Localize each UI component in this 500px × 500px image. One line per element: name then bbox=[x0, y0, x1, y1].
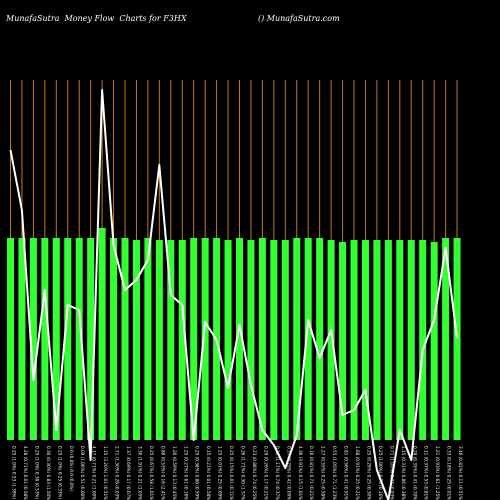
bar bbox=[224, 240, 232, 440]
bar bbox=[29, 238, 37, 440]
x-tick-label: 0.28 (0.35%) 0.41 (0.70%) bbox=[412, 446, 417, 500]
x-tick-label: 0.17 (0.25%) 0.42 (0.09%) bbox=[286, 446, 291, 500]
x-tick-label: 1.27 (0.55%) 0.25 (0.58%) bbox=[321, 446, 326, 500]
bar bbox=[396, 240, 404, 440]
x-tick-label: 1.15 (0.31%) 0.86 (0.38%) bbox=[401, 446, 406, 500]
bar bbox=[419, 240, 427, 440]
x-tick-label: 0.55 (1.05%) 0.71 (1.23%) bbox=[332, 446, 337, 500]
site-credit: () MunafaSutra.com bbox=[258, 14, 340, 23]
x-tick-label: 0.25 (1.00%) 0.74 (0.16%) bbox=[378, 446, 383, 500]
x-tick-label: 0.30 (0.30%) 0.83 (1.50%) bbox=[46, 446, 51, 500]
bar bbox=[201, 238, 209, 440]
x-tick-label: 1.68 (0.91%) 0.25 (0.21%) bbox=[355, 446, 360, 500]
bar bbox=[361, 240, 369, 440]
x-tick-label: 0.25 (1.0%) 0.53 (1.39%) bbox=[12, 446, 17, 499]
x-tick-label: 0.16 (0.81%) 0.71 (0.21%) bbox=[309, 446, 314, 500]
x-tick-label: 0.25 (0.29%) 0.25 (0.30%) bbox=[366, 446, 371, 500]
bar bbox=[155, 240, 163, 440]
x-tick-label: 0.23 (0.88%) 0.74 (0.25%) bbox=[252, 446, 257, 500]
x-tick-label: 0.11 (0.37%) 0.53 (0.81%) bbox=[424, 446, 429, 500]
bar bbox=[110, 238, 118, 440]
bar bbox=[144, 238, 152, 440]
x-tick-label: 0.71 (1.05%) 0.23 (0.03%) bbox=[389, 446, 394, 500]
x-tick-label: 1.25 (0.27%) 0.61 (0.16%) bbox=[183, 446, 188, 500]
money-flow-line bbox=[9, 89, 458, 500]
bar bbox=[316, 238, 324, 440]
x-tick-label: 1.37 (0.69%) 0.17 (0.07%) bbox=[126, 446, 131, 500]
bar bbox=[132, 240, 140, 440]
x-tick-label: 1.15 (3.20%) 1.01 (0.51%) bbox=[103, 446, 108, 500]
x-tick-label: 2.71 (1.30%) 0.28 (0.03%) bbox=[115, 446, 120, 500]
bar bbox=[442, 238, 450, 440]
bar bbox=[258, 238, 266, 440]
x-tick-label: 0.29 (0.26%) 0.17 (0.21%) bbox=[263, 446, 268, 500]
x-tick-label: 3.46 (0.81%) 0.11 (0.51%) bbox=[458, 446, 463, 500]
bar bbox=[270, 240, 278, 440]
x-tick-label: 1.21 (0.93%) 0.61 (1.25%) bbox=[435, 446, 440, 500]
bar bbox=[98, 227, 106, 440]
x-tick-label: 0.15 (0.21%) 0.01 (0.58%) bbox=[206, 446, 211, 500]
x-tick-label: 3.30 (1.91%) 0.21 (1.05%) bbox=[137, 446, 142, 500]
bar bbox=[407, 240, 415, 440]
bar bbox=[373, 240, 381, 440]
bar bbox=[41, 238, 49, 440]
bar bbox=[304, 238, 312, 440]
bar bbox=[339, 242, 347, 440]
bar bbox=[64, 238, 72, 440]
bar bbox=[453, 238, 461, 440]
x-tick-label: 0.81 (0.56%) 0.41 (0.91%) bbox=[344, 446, 349, 500]
x-tick-label: 1.25 (0.01%) 0.25 (0.09%) bbox=[218, 446, 223, 500]
x-tick-label: 0.26 (1.71%) 0.30 (1.37%) bbox=[241, 446, 246, 500]
x-tick-label: 4.17 (0.71%) 0.21 (1.00%) bbox=[92, 446, 97, 500]
x-tick-label: 0.80 (0.53%) 0.16 (2.41%) bbox=[160, 446, 165, 500]
x-tick-label: 0.33 (0.18%) 0.25 (0.01%) bbox=[447, 446, 452, 500]
bar bbox=[87, 238, 95, 440]
bar bbox=[327, 240, 335, 440]
chart-title: MunafaSutra Money Flow Charts for F3HX bbox=[6, 14, 187, 23]
bar bbox=[7, 238, 14, 440]
bar bbox=[236, 238, 243, 440]
bar bbox=[190, 238, 198, 440]
bar bbox=[430, 242, 438, 440]
bar bbox=[167, 240, 175, 440]
bar bbox=[293, 238, 301, 440]
bar bbox=[52, 238, 60, 440]
x-tick-label: 0.25 (0.15%) 0.01 (0.71%) bbox=[229, 446, 234, 500]
x-tick-label: 0.25 (0.38%) 0.88 (0.59%) bbox=[195, 446, 200, 500]
bar bbox=[281, 240, 289, 440]
x-tick-label: 0.25 (0.67%) 0.58 (1.01%) bbox=[149, 446, 154, 500]
bar bbox=[121, 238, 129, 440]
x-tick-label: 0.0 (0.0%) 0.0 (0.0%) bbox=[69, 446, 74, 491]
x-tick-label: 0.25 (1.0%) 0.25 (0.33%) bbox=[57, 446, 62, 499]
x-tick-label: 0.09 (1.00%) 0.51 (0.00%) bbox=[80, 446, 85, 500]
bar bbox=[384, 240, 392, 440]
x-tick-label: 4.28 (0.71%) 0.01 (0.58%) bbox=[23, 446, 28, 500]
x-tick-label: 4.36 (3.91%) 0.15 (1.01%) bbox=[298, 446, 303, 500]
x-tick-label: 0.25 (1.0%) 0.38 (0.53%) bbox=[34, 446, 39, 499]
bar bbox=[350, 240, 358, 440]
x-tick-label: 0.19 (1.17%) 0.74 (0.37%) bbox=[275, 446, 280, 500]
bar bbox=[18, 238, 26, 440]
bar bbox=[247, 240, 255, 440]
x-tick-label: 1.20 (0.59%) 0.13 (0.45%) bbox=[172, 446, 177, 500]
bar bbox=[75, 238, 83, 440]
bar bbox=[178, 240, 186, 440]
